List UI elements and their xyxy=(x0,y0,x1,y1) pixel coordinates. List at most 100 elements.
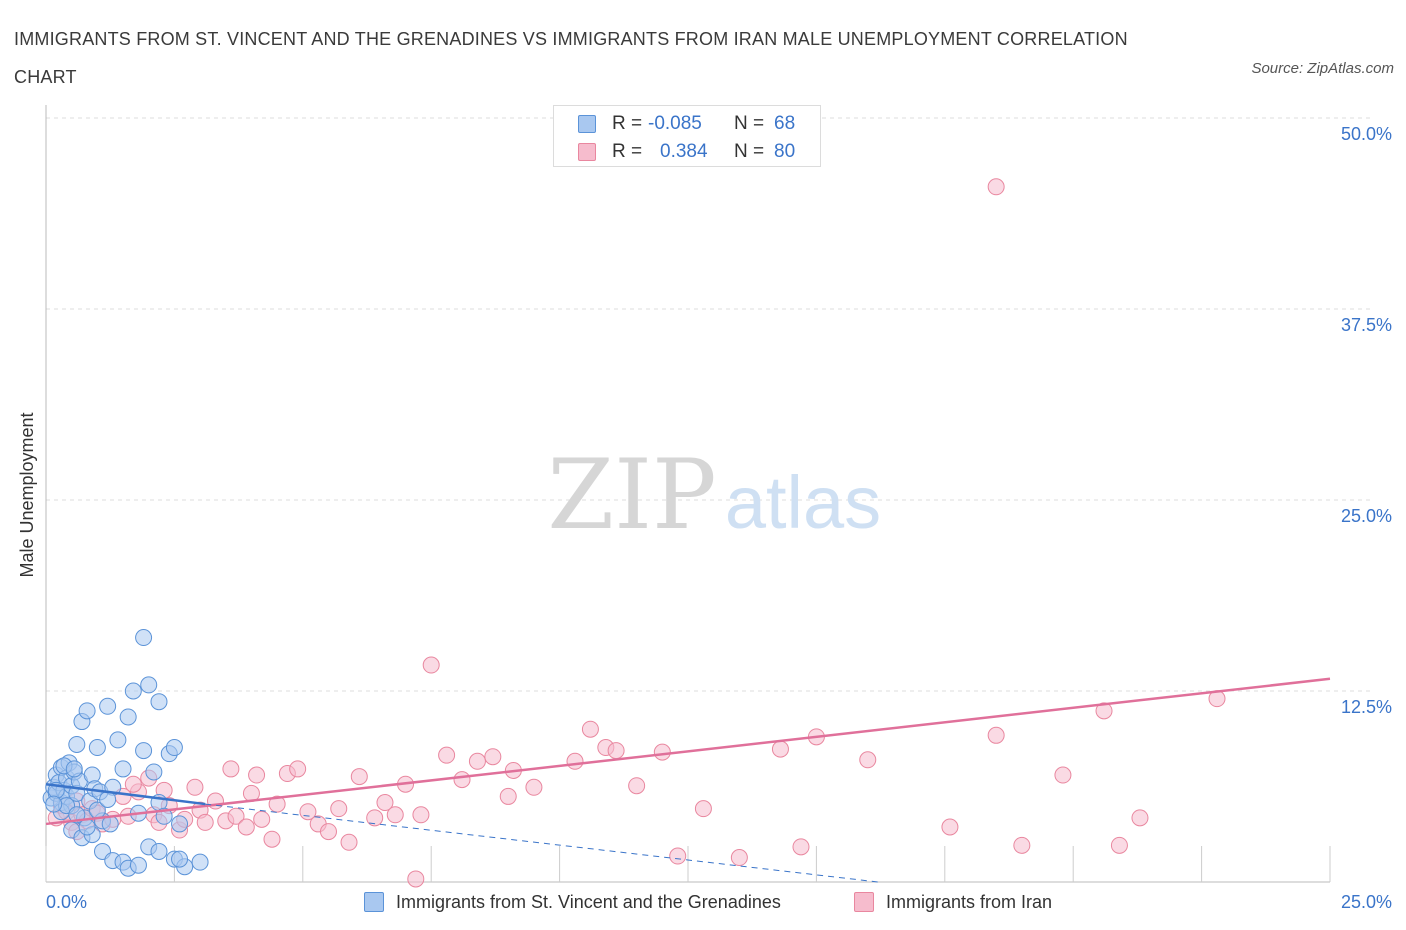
bottom-legend-label: Immigrants from Iran xyxy=(886,892,1053,912)
x-tick-label: 25.0% xyxy=(1341,892,1392,912)
st-vincent-point xyxy=(99,697,117,715)
watermark-zip: ZIP xyxy=(547,439,716,551)
n-value: 80 xyxy=(774,141,796,162)
iran-point xyxy=(653,743,671,761)
y-axis-label: Male Unemployment xyxy=(17,412,37,577)
st-vincent-point xyxy=(119,708,137,726)
y-tick-label: 37.5% xyxy=(1341,315,1392,335)
grid-layer xyxy=(46,117,1370,692)
st-vincent-point xyxy=(78,702,96,720)
st-vincent-point xyxy=(145,763,163,781)
iran-point xyxy=(407,870,425,888)
st-vincent-point xyxy=(68,735,86,753)
n-label: N = xyxy=(734,113,765,134)
iran-point xyxy=(628,777,646,795)
n-label: N = xyxy=(734,141,765,162)
st-vincent-point xyxy=(155,807,173,825)
iran-point xyxy=(771,740,789,758)
chart-title: IMMIGRANTS FROM ST. VINCENT AND THE GREN… xyxy=(14,29,1128,87)
axis-layer xyxy=(45,105,1331,883)
st-vincent-point xyxy=(78,818,96,836)
st-vincent-point xyxy=(45,795,63,813)
iran-point xyxy=(196,813,214,831)
st-vincent-trend-extension xyxy=(205,803,879,883)
bottom-legend-swatch-blue xyxy=(364,892,384,912)
iran-point xyxy=(186,778,204,796)
st-vincent-trend-line xyxy=(45,782,206,806)
iran-point xyxy=(987,726,1005,744)
iran-point xyxy=(350,768,368,786)
iran-trend-line xyxy=(45,677,1331,826)
y-tick-label: 50.0% xyxy=(1341,124,1392,144)
st-vincent-point xyxy=(135,742,153,760)
legend-swatch-pink xyxy=(578,143,596,161)
bottom-legend-swatch-pink xyxy=(854,892,874,912)
iran-point xyxy=(376,794,394,812)
watermark: ZIP atlas xyxy=(547,439,881,551)
st-vincent-point xyxy=(88,739,106,757)
trend-lines xyxy=(45,677,1331,883)
x-tick-label: 0.0% xyxy=(46,892,87,912)
iran-point xyxy=(340,833,358,851)
iran-point xyxy=(422,656,440,674)
iran-point xyxy=(253,810,271,828)
iran-point xyxy=(1013,836,1031,854)
legend-swatch-blue xyxy=(578,115,596,133)
iran-point xyxy=(330,800,348,818)
st-vincent-point xyxy=(150,842,168,860)
iran-point xyxy=(412,806,430,824)
r-value: 0.384 xyxy=(660,141,708,162)
iran-point xyxy=(525,778,543,796)
iran-point xyxy=(607,742,625,760)
iran-point xyxy=(1110,836,1128,854)
st-vincent-point xyxy=(109,731,127,749)
st-vincent-point xyxy=(114,760,132,778)
iran-point xyxy=(468,752,486,770)
iran-point xyxy=(453,771,471,789)
st-vincent-point xyxy=(129,856,147,874)
y-tick-label: 25.0% xyxy=(1341,506,1392,526)
iran-point xyxy=(484,748,502,766)
iran-point xyxy=(227,807,245,825)
r-label: R = xyxy=(612,113,643,134)
iran-point xyxy=(581,720,599,738)
r-label: R = xyxy=(612,141,643,162)
iran-point xyxy=(268,795,286,813)
st-vincent-point xyxy=(124,682,142,700)
st-vincent-point xyxy=(65,760,83,778)
correlation-legend: R = -0.085 N = 68 R = 0.384 N = 80 xyxy=(553,105,821,167)
st-vincent-point xyxy=(191,853,209,871)
iran-point xyxy=(859,751,877,769)
iran-point xyxy=(941,818,959,836)
iran-point xyxy=(669,847,687,865)
tick-labels: 12.5% 25.0% 37.5% 50.0% 0.0% 25.0% xyxy=(46,124,1392,912)
st-vincent-point xyxy=(150,693,168,711)
st-vincent-point xyxy=(135,629,153,647)
iran-point xyxy=(386,806,404,824)
st-vincent-point xyxy=(83,766,101,784)
st-vincent-points xyxy=(42,629,209,877)
iran-point xyxy=(438,746,456,764)
st-vincent-point xyxy=(99,790,117,808)
iran-point xyxy=(499,787,517,805)
iran-point xyxy=(987,178,1005,196)
iran-point xyxy=(1131,809,1149,827)
iran-point xyxy=(366,809,384,827)
source-label: Source: ZipAtlas.com xyxy=(1251,60,1394,77)
iran-point xyxy=(566,752,584,770)
iran-point xyxy=(694,800,712,818)
st-vincent-point xyxy=(165,739,183,757)
iran-point xyxy=(1095,702,1113,720)
st-vincent-point xyxy=(171,850,189,868)
bottom-legend-label: Immigrants from St. Vincent and the Gren… xyxy=(396,892,781,912)
st-vincent-point xyxy=(140,676,158,694)
iran-point xyxy=(792,838,810,856)
iran-point xyxy=(124,775,142,793)
r-value: -0.085 xyxy=(648,113,702,134)
iran-point xyxy=(730,849,748,867)
iran-point xyxy=(237,818,255,836)
iran-point xyxy=(222,760,240,778)
n-value: 68 xyxy=(774,113,796,134)
iran-point xyxy=(1054,766,1072,784)
